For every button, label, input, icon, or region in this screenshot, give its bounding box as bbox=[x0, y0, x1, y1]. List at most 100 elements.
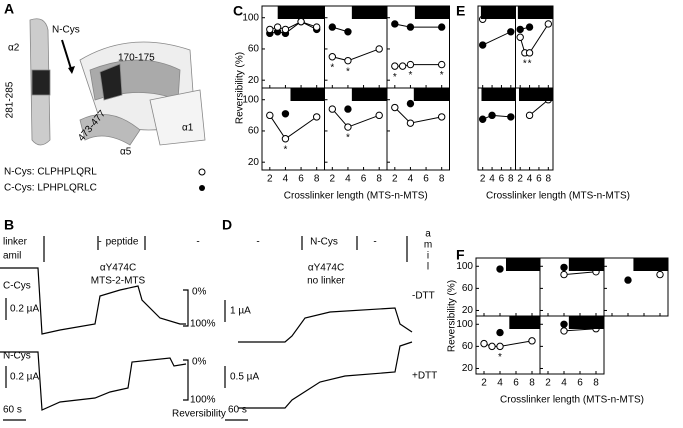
y-tick-label: 60 bbox=[248, 126, 260, 137]
subplot-title-box bbox=[351, 6, 387, 19]
scale-label: 100% bbox=[190, 395, 216, 406]
data-point bbox=[488, 111, 496, 120]
subplot-title: F281C bbox=[508, 260, 538, 271]
subplot-title-box bbox=[351, 88, 387, 101]
panel-b: B linker amil - peptide - αY474C MTS-2-M… bbox=[0, 217, 226, 421]
x-tick-label: 8 bbox=[593, 378, 599, 389]
significance: * bbox=[346, 66, 350, 77]
data-point bbox=[312, 23, 321, 31]
legend-text: C-Cys: LPHPLQRLC bbox=[4, 183, 97, 194]
x-tick-label: 8 bbox=[546, 174, 552, 185]
data-point bbox=[507, 28, 515, 36]
data-point bbox=[544, 20, 553, 28]
data-point bbox=[398, 62, 407, 70]
subplot-title-box bbox=[633, 258, 668, 271]
subplot-title: H282C bbox=[571, 260, 602, 271]
trace bbox=[238, 341, 413, 409]
x-tick-label: 2 bbox=[267, 174, 273, 185]
y-tick-label: 60 bbox=[462, 283, 474, 294]
x-axis-label: Crosslinker length (MTS-n-MTS) bbox=[284, 191, 428, 202]
data-point bbox=[480, 339, 488, 348]
x-tick-label: 4 bbox=[527, 174, 533, 185]
panel-letter: E bbox=[456, 3, 465, 19]
trace bbox=[0, 351, 187, 411]
series-line bbox=[332, 48, 380, 62]
data-point bbox=[344, 56, 352, 65]
significance: * bbox=[393, 72, 397, 83]
data-point bbox=[560, 263, 568, 272]
trace-label: N-Cys bbox=[3, 351, 31, 362]
subplot-title-box bbox=[568, 258, 604, 271]
bracket bbox=[183, 289, 189, 327]
subplot-title: Y283C bbox=[635, 260, 666, 271]
panel-letter: C bbox=[233, 3, 243, 19]
condition: -DTT bbox=[412, 291, 435, 302]
data-point bbox=[391, 62, 399, 70]
x-tick-label: 8 bbox=[439, 174, 445, 185]
subplot-title-box bbox=[414, 6, 450, 19]
significance: * bbox=[346, 133, 350, 144]
x-tick-label: 8 bbox=[314, 174, 320, 185]
subplot-title-box bbox=[568, 316, 604, 329]
y-tick-label: 20 bbox=[462, 363, 474, 374]
significance: * bbox=[330, 62, 334, 73]
arrow bbox=[61, 39, 73, 73]
panel-letter: F bbox=[456, 247, 465, 263]
series-line bbox=[482, 31, 512, 46]
label: α2 bbox=[8, 43, 20, 54]
x-tick-label: 2 bbox=[517, 174, 523, 185]
header: peptide bbox=[106, 237, 139, 248]
significance: * bbox=[408, 70, 412, 81]
data-point bbox=[328, 23, 337, 31]
data-point bbox=[496, 328, 504, 337]
data-point bbox=[344, 123, 352, 131]
y-tick-label: 60 bbox=[462, 341, 474, 352]
legend-text: N-Cys: CLPHPLQRL bbox=[4, 167, 97, 178]
header: l bbox=[427, 262, 429, 273]
significance: * bbox=[528, 58, 532, 69]
series-line bbox=[394, 64, 442, 67]
scale-label: 60 s bbox=[3, 405, 22, 416]
y-tick-label: 20 bbox=[248, 75, 260, 86]
construct: no linker bbox=[307, 276, 345, 287]
y-tick-label: 100 bbox=[456, 261, 473, 272]
header: i bbox=[427, 251, 429, 262]
data-point bbox=[297, 17, 305, 26]
data-point bbox=[344, 105, 352, 113]
x-tick-label: 6 bbox=[298, 174, 304, 185]
condition: +DTT bbox=[412, 371, 437, 382]
significance: * bbox=[440, 70, 444, 81]
panel-letter: D bbox=[222, 217, 232, 233]
construct: MTS-2-MTS bbox=[91, 276, 146, 287]
series-line bbox=[482, 114, 511, 120]
panel-letter: B bbox=[4, 217, 14, 233]
x-tick-label: 8 bbox=[376, 174, 382, 185]
x-tick-label: 8 bbox=[508, 174, 514, 185]
data-point bbox=[273, 23, 282, 31]
series-line bbox=[563, 271, 597, 276]
data-point bbox=[560, 270, 568, 279]
panel-a: A α2 N-Cys 170-175 281-285 473-477 α1 α5… bbox=[4, 1, 206, 194]
x-tick-label: 6 bbox=[577, 378, 583, 389]
data-point bbox=[375, 45, 383, 53]
subplot-title: I284C bbox=[511, 318, 538, 329]
scale-label: 0.5 µA bbox=[230, 372, 259, 383]
label: α1 bbox=[182, 123, 194, 134]
scale-label: 100% bbox=[190, 319, 216, 330]
significance: * bbox=[283, 144, 287, 155]
subplot-title: Y474C bbox=[417, 8, 448, 19]
subplot-title: L172C bbox=[483, 90, 513, 101]
x-tick-label: 2 bbox=[392, 174, 398, 185]
subplot-title-box bbox=[277, 6, 325, 19]
x-tick-label: 4 bbox=[345, 174, 351, 185]
header: - bbox=[98, 237, 101, 248]
data-point bbox=[437, 23, 446, 31]
series-line bbox=[394, 107, 442, 124]
data-point bbox=[488, 342, 496, 351]
subplot-title-box bbox=[413, 88, 450, 101]
x-tick-label: 4 bbox=[283, 174, 289, 185]
subplot-title: D473C bbox=[354, 8, 385, 19]
x-tick-label: 6 bbox=[499, 174, 505, 185]
data-point bbox=[528, 337, 536, 345]
